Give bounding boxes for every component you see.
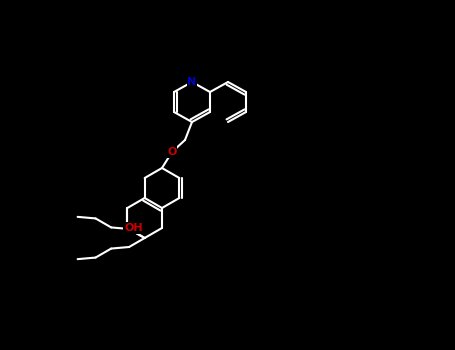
Text: N: N [187, 77, 197, 87]
Text: O: O [167, 147, 177, 157]
Text: OH: OH [124, 223, 143, 233]
